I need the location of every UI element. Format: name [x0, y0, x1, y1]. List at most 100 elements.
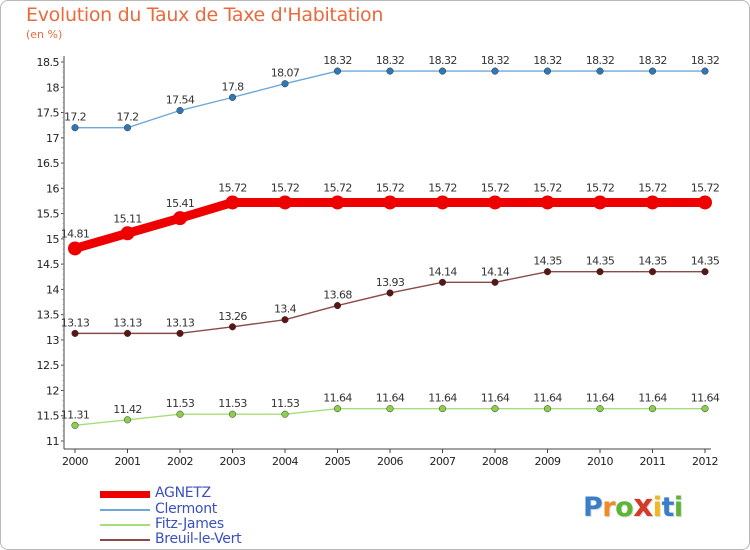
data-point-breuil-le-vert [491, 278, 499, 286]
data-point-fitz-james [228, 410, 237, 418]
data-point-agnetz [173, 211, 187, 226]
data-point-clermont [648, 67, 657, 75]
data-label-clermont: 18.32 [376, 54, 405, 67]
data-point-breuil-le-vert [176, 329, 184, 337]
y-tick-label: 14 [46, 283, 59, 296]
data-label-agnetz: 15.11 [113, 212, 142, 225]
data-point-breuil-le-vert [123, 329, 132, 337]
data-label-breuil-le-vert: 14.14 [481, 265, 510, 278]
data-label-agnetz: 15.72 [376, 181, 405, 194]
data-point-clermont [701, 67, 709, 75]
x-tick-label: 2000 [62, 455, 88, 468]
data-label-breuil-le-vert: 14.14 [428, 265, 457, 278]
data-point-agnetz [435, 195, 450, 210]
data-label-fitz-james: 11.31 [61, 408, 90, 421]
logo-letter: r [602, 492, 616, 523]
data-point-fitz-james [176, 410, 184, 418]
legend-item-agnetz: AGNETZ [100, 485, 300, 503]
y-tick-label: 13 [46, 334, 59, 347]
data-label-breuil-le-vert: 13.13 [166, 316, 195, 329]
data-label-clermont: 18.32 [428, 54, 457, 67]
y-tick-label: 13.5 [37, 309, 60, 322]
y-tick-label: 15 [46, 233, 59, 246]
data-point-clermont [176, 106, 184, 115]
y-tick-label: 12 [46, 384, 59, 397]
legend-label-agnetz: AGNETZ [155, 485, 211, 501]
data-label-fitz-james: 11.64 [533, 392, 562, 405]
x-tick-label: 2001 [115, 455, 141, 468]
data-point-fitz-james [333, 405, 342, 413]
data-label-agnetz: 14.81 [61, 227, 90, 240]
data-point-fitz-james [648, 405, 657, 413]
legend-label-breuil-le-vert: Breuil-le-Vert [155, 531, 242, 547]
y-tick-label: 18 [46, 81, 59, 94]
y-tick-label: 15.5 [37, 208, 60, 221]
logo-letter: t [661, 492, 674, 523]
data-label-clermont: 17.2 [64, 111, 86, 124]
logo-letter: i [673, 492, 683, 523]
data-label-agnetz: 15.72 [271, 181, 300, 194]
data-label-fitz-james: 11.64 [638, 392, 667, 405]
data-label-fitz-james: 11.53 [271, 397, 300, 410]
data-label-breuil-le-vert: 13.13 [61, 316, 90, 329]
data-label-agnetz: 15.72 [638, 181, 667, 194]
data-point-clermont [123, 124, 132, 132]
data-point-agnetz [225, 195, 240, 210]
data-point-agnetz [593, 195, 607, 210]
data-label-fitz-james: 11.53 [218, 397, 247, 410]
x-tick-label: 2007 [430, 455, 456, 468]
data-label-clermont: 17.8 [221, 80, 244, 93]
y-tick-label: 16 [46, 182, 59, 195]
data-point-agnetz [488, 195, 502, 210]
data-point-fitz-james [386, 405, 394, 413]
data-point-clermont [491, 67, 499, 75]
data-label-agnetz: 15.72 [323, 181, 352, 194]
data-point-breuil-le-vert [543, 268, 552, 276]
data-label-clermont: 17.2 [116, 111, 138, 124]
data-label-agnetz: 15.72 [691, 181, 720, 194]
data-point-clermont [71, 124, 79, 132]
y-tick-label: 18.5 [37, 56, 60, 69]
data-point-breuil-le-vert [228, 323, 237, 331]
data-point-breuil-le-vert [438, 278, 447, 286]
x-tick-label: 2012 [692, 455, 718, 468]
data-point-agnetz [645, 195, 660, 210]
data-point-breuil-le-vert [596, 268, 604, 276]
data-point-agnetz [540, 195, 555, 210]
data-label-clermont: 18.32 [586, 54, 615, 67]
data-point-agnetz [68, 241, 82, 256]
data-point-fitz-james [281, 410, 289, 418]
data-label-agnetz: 15.72 [586, 181, 615, 194]
data-point-breuil-le-vert [386, 289, 394, 297]
legend-label-fitz-james: Fitz-James [155, 516, 224, 532]
data-point-agnetz [698, 195, 712, 210]
legend-item-breuil-le-vert: Breuil-le-Vert [100, 531, 300, 549]
data-label-breuil-le-vert: 13.13 [113, 316, 142, 329]
data-point-breuil-le-vert [333, 302, 342, 310]
x-tick-label: 2006 [377, 455, 403, 468]
data-label-clermont: 18.32 [638, 54, 667, 67]
data-label-clermont: 18.32 [691, 54, 720, 67]
legend-swatch-fitz-james [100, 524, 150, 526]
data-label-agnetz: 15.72 [481, 181, 510, 194]
data-point-clermont [333, 67, 342, 75]
data-label-agnetz: 15.72 [218, 181, 247, 194]
data-label-breuil-le-vert: 13.4 [274, 303, 297, 316]
legend-swatch-clermont [100, 509, 150, 511]
data-point-breuil-le-vert [648, 268, 657, 276]
data-label-breuil-le-vert: 14.35 [533, 255, 562, 268]
y-tick-label: 17.5 [37, 107, 60, 120]
x-tick-label: 2008 [482, 455, 508, 468]
logo-letter: P [583, 492, 603, 523]
y-tick-label: 11.5 [37, 410, 60, 423]
legend-swatch-agnetz [100, 491, 150, 498]
data-point-clermont [543, 67, 552, 75]
data-point-clermont [438, 67, 447, 75]
proxiti-logo: Proxiti [583, 488, 683, 524]
y-tick-label: 17 [46, 132, 59, 145]
data-label-breuil-le-vert: 14.35 [638, 255, 667, 268]
data-label-breuil-le-vert: 13.26 [218, 310, 247, 323]
x-tick-label: 2010 [587, 455, 613, 468]
x-tick-label: 2005 [325, 455, 351, 468]
